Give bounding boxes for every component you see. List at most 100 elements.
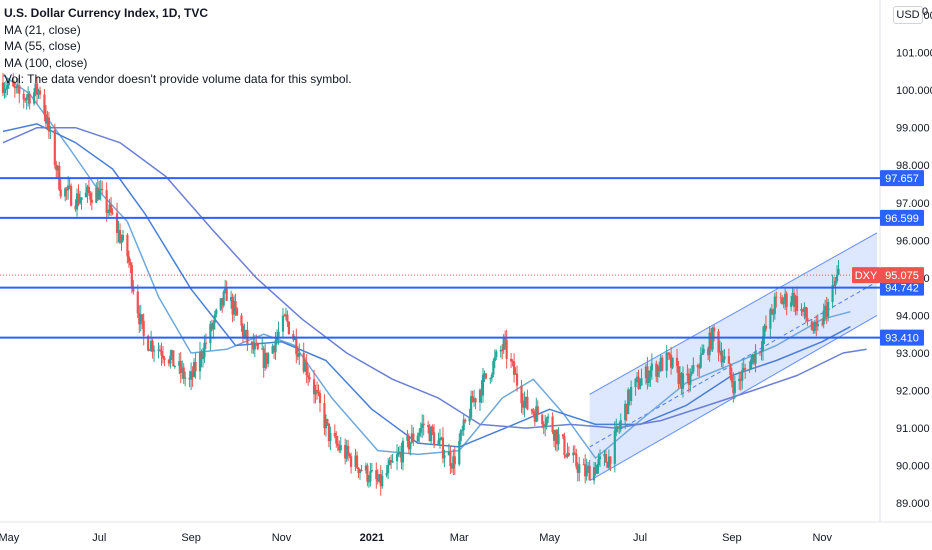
candle-body [689,373,692,385]
legend-ma-21[interactable]: MA (21, close) [4,22,81,37]
candle [484,373,488,380]
candle-body [806,317,809,322]
candle-body [790,302,793,307]
candle-body [598,456,602,460]
currency-badge[interactable]: USD [893,6,923,24]
candle [650,353,653,380]
candle [618,421,621,435]
candle-body [34,83,37,93]
candle-body [358,469,362,474]
candle-body [95,187,98,203]
candle [692,357,695,374]
candle-body [157,349,160,351]
candle [25,94,28,110]
candle [542,421,545,434]
candle-body [686,373,689,376]
candle [733,375,736,400]
candle [567,446,570,457]
candle-body [138,313,141,325]
candle-body [578,464,581,473]
candle [127,250,130,268]
candle [530,408,533,415]
candle [121,229,125,243]
candle [99,179,102,201]
candle [200,349,203,368]
candle [795,286,799,316]
candle [209,320,212,351]
candle [286,310,289,328]
candle [138,305,141,333]
candle [105,182,108,222]
candle [192,358,196,378]
y-tick-label-9: 98.000 [896,160,930,172]
candle [551,412,554,435]
candle [792,288,796,313]
candle-body [630,386,633,401]
candle-body [421,423,424,429]
candle [440,436,443,441]
candle [831,274,834,309]
candle [490,372,493,382]
chart-legend: U.S. Dollar Currency Index, 1D, TVC MA (… [4,5,352,88]
candle [364,462,368,474]
candle [267,351,270,368]
candle [53,123,56,169]
candle [335,431,338,448]
candle [304,357,307,372]
candle-body [16,85,19,87]
candle [22,90,25,109]
candle-body [308,377,311,380]
candle [416,432,419,443]
candle [49,125,52,140]
candle-body [18,85,21,94]
candle [732,372,735,403]
candle [738,371,741,390]
candle-body [64,188,67,197]
candle [615,418,618,437]
candle-body [575,453,578,467]
legend-ma-100[interactable]: MA (100, close) [4,55,88,70]
candle [603,450,606,466]
candle [495,349,498,361]
candle [312,370,316,404]
candle [3,82,6,99]
candle-body [161,355,165,359]
candle [501,344,504,360]
candle-body [618,427,621,429]
candle-body [256,343,259,350]
candle-body [649,370,652,377]
candle [13,81,16,98]
candle-body [381,475,384,487]
candle [585,458,588,481]
candle-body [55,165,58,171]
candle [395,444,399,471]
legend-vol-note: Vol: The data vendor doesn't provide vol… [4,72,352,86]
candle-body [90,199,93,203]
candle-body [188,377,191,380]
candle-body [194,361,197,372]
candle-body [284,314,288,316]
candle [400,442,403,470]
candle-body [221,298,224,306]
candle [598,449,602,467]
candle-body [680,373,683,389]
symbol-tag: DXY [855,270,878,282]
candle [563,432,566,459]
candle [96,177,99,201]
candle-body [815,321,818,327]
candle-body [523,400,526,408]
candle [686,364,689,384]
candle [68,177,71,190]
candle-body [458,440,461,465]
candle-body [158,349,162,352]
candle-body [326,419,329,424]
candle [222,289,225,308]
candle [616,425,619,433]
candle-body [544,425,547,428]
candle [118,223,122,245]
candle-body [231,296,234,315]
legend-ma-55[interactable]: MA (55, close) [4,39,81,53]
candle-body [567,452,570,456]
candle-body [821,323,824,325]
